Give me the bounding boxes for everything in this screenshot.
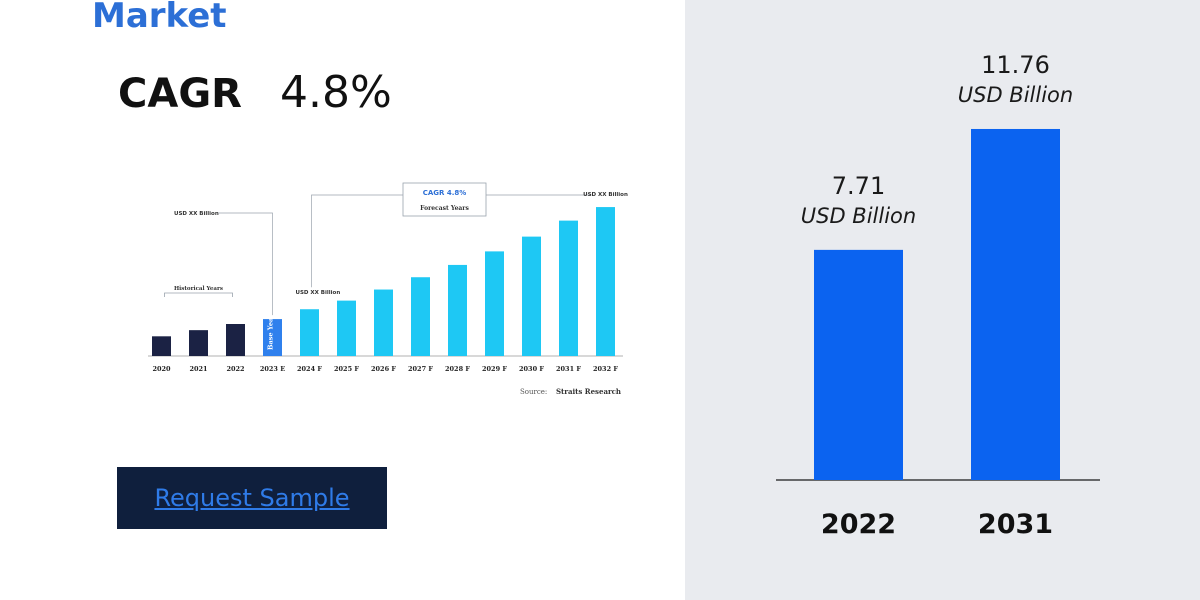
mini-bar-9 bbox=[485, 251, 504, 356]
main-category-label-2031: 2031 bbox=[978, 509, 1053, 540]
mini-source-name: Straits Research bbox=[556, 387, 621, 396]
mini-tick-label-10: 2030 F bbox=[519, 365, 544, 373]
cagr-label: CAGR bbox=[118, 71, 242, 117]
mini-forecast-years-label: Forecast Years bbox=[420, 205, 469, 212]
mini-tick-label-8: 2028 F bbox=[445, 365, 470, 373]
main-unit-label-2022: USD Billion bbox=[801, 204, 916, 228]
mini-cagr-box bbox=[402, 182, 487, 217]
mini-usd-left-label: USD XX Billion bbox=[174, 211, 219, 217]
mini-bar-11 bbox=[559, 220, 578, 356]
forecast-mini-chart: 2020 2021 2022 2023 E 2024 F 2025 F 2026 F 2027… bbox=[148, 182, 628, 396]
mini-tick-label-4: 2024 F bbox=[297, 365, 322, 373]
mini-tick-label-12: 2032 F bbox=[593, 365, 618, 373]
cagr-value: 4.8% bbox=[280, 67, 392, 118]
mini-base-year-label: Base Year bbox=[267, 314, 275, 350]
mini-bar-7 bbox=[411, 277, 430, 356]
mini-tick-label-0: 2020 bbox=[152, 365, 171, 373]
mini-tick-label-6: 2026 F bbox=[371, 365, 396, 373]
mini-bar-5 bbox=[337, 300, 356, 356]
right-panel bbox=[685, 0, 1200, 600]
mini-bar-1 bbox=[189, 330, 208, 356]
main-unit-label-2031: USD Billion bbox=[958, 83, 1073, 107]
mini-tick-label-9: 2029 F bbox=[482, 365, 507, 373]
mini-usd-mid-label: USD XX Billion bbox=[296, 290, 341, 296]
mini-cagr-label: CAGR 4.8% bbox=[423, 189, 467, 197]
mini-bar-0 bbox=[152, 336, 171, 356]
mini-tick-label-7: 2027 F bbox=[408, 365, 433, 373]
main-bar-2031 bbox=[971, 128, 1060, 480]
mini-tick-label-5: 2025 F bbox=[334, 365, 359, 373]
mini-bar-3 bbox=[263, 319, 282, 356]
main-bar-2022 bbox=[814, 249, 903, 480]
main-value-label-2022: 7.71 bbox=[832, 172, 885, 200]
mini-tick-label-3: 2023 E bbox=[260, 365, 285, 373]
mini-usd-right-label: USD XX Billion bbox=[583, 192, 628, 198]
mini-tick-label-2: 2022 bbox=[226, 365, 244, 373]
mini-historical-bracket bbox=[164, 292, 233, 297]
mini-bar-12 bbox=[596, 207, 615, 356]
main-category-label-2022: 2022 bbox=[821, 509, 896, 540]
mini-bar-8 bbox=[448, 264, 467, 356]
market-size-chart: 7.71 USD Billion 2022 11.76 USD Billion 2031 bbox=[776, 51, 1100, 540]
page-title: Market bbox=[92, 0, 227, 36]
mini-bar-2 bbox=[226, 324, 245, 356]
mini-tick-label-11: 2031 F bbox=[556, 365, 581, 373]
mini-bar-6 bbox=[374, 289, 393, 356]
main-value-label-2031: 11.76 bbox=[981, 51, 1050, 79]
mini-historical-label: Historical Years bbox=[174, 286, 223, 292]
mini-source-label: Source: bbox=[520, 388, 547, 396]
request-sample-button[interactable]: Request Sample bbox=[117, 467, 387, 529]
mini-left-connector bbox=[218, 212, 273, 316]
mini-tick-label-1: 2021 bbox=[189, 365, 207, 373]
mini-bar-10 bbox=[522, 236, 541, 356]
mini-bar-4 bbox=[300, 309, 319, 356]
request-sample-label[interactable]: Request Sample bbox=[154, 484, 350, 512]
mini-cagr-left-connector bbox=[311, 194, 403, 288]
